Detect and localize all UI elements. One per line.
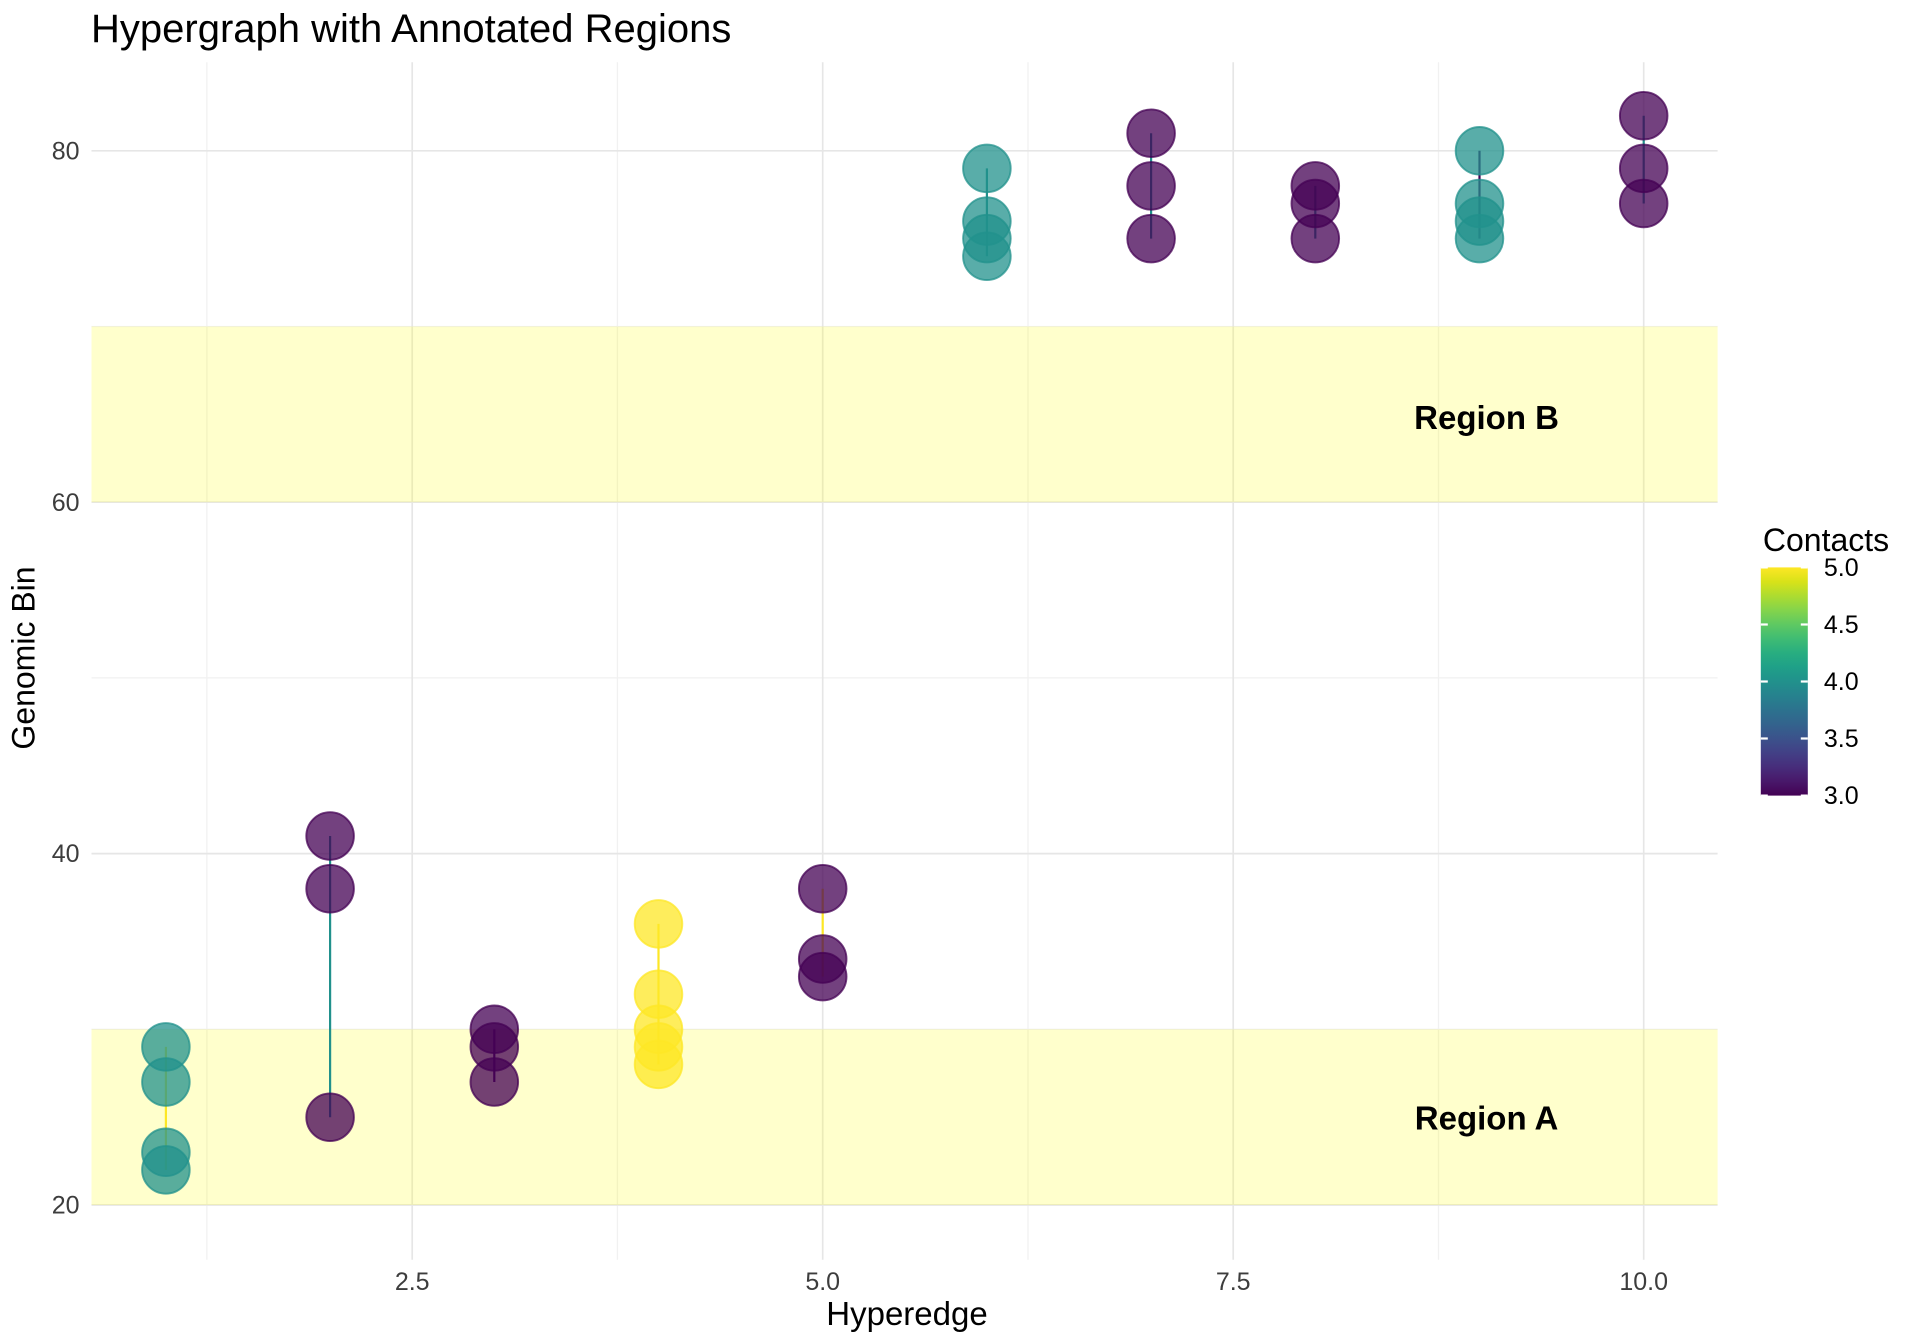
svg-text:Region A: Region A xyxy=(1415,1099,1559,1136)
svg-text:60: 60 xyxy=(52,489,80,517)
svg-text:5.0: 5.0 xyxy=(805,1268,840,1296)
svg-text:80: 80 xyxy=(52,137,80,165)
svg-text:Contacts: Contacts xyxy=(1763,522,1889,558)
svg-text:5.0: 5.0 xyxy=(1824,554,1859,582)
svg-text:40: 40 xyxy=(52,840,80,868)
svg-text:Hypergraph with Annotated Regi: Hypergraph with Annotated Regions xyxy=(91,7,731,51)
svg-text:4.5: 4.5 xyxy=(1824,611,1859,639)
svg-text:20: 20 xyxy=(52,1192,80,1220)
svg-text:3.5: 3.5 xyxy=(1824,725,1859,753)
svg-text:Genomic Bin: Genomic Bin xyxy=(6,566,42,749)
svg-text:4.0: 4.0 xyxy=(1824,668,1859,696)
svg-text:Hyperedge: Hyperedge xyxy=(826,1295,987,1332)
svg-text:10.0: 10.0 xyxy=(1619,1268,1668,1296)
svg-text:2.5: 2.5 xyxy=(395,1268,430,1296)
svg-text:Region B: Region B xyxy=(1414,399,1559,436)
svg-text:7.5: 7.5 xyxy=(1216,1268,1251,1296)
svg-text:3.0: 3.0 xyxy=(1824,782,1859,810)
